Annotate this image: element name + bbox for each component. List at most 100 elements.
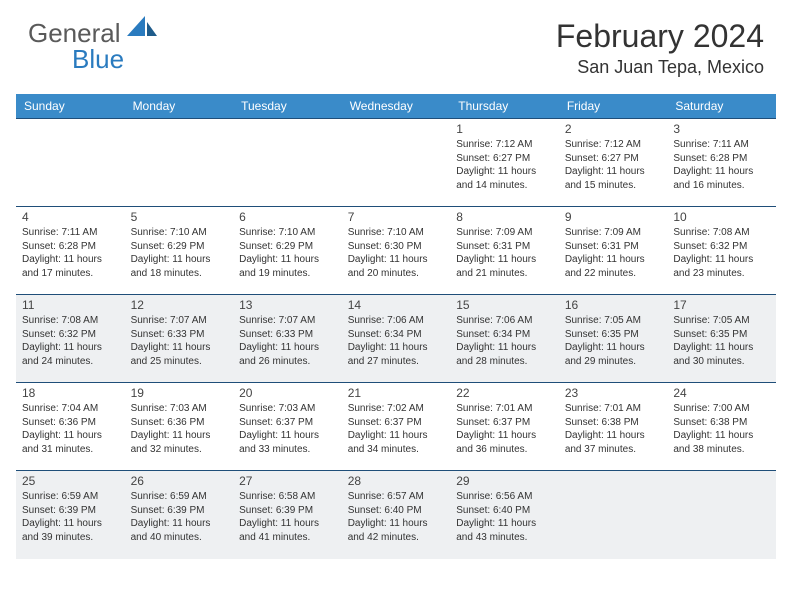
title-block: February 2024 San Juan Tepa, Mexico	[556, 18, 764, 78]
calendar-table: Sunday Monday Tuesday Wednesday Thursday…	[16, 94, 776, 559]
day-number: 14	[348, 298, 445, 312]
day-info: Sunrise: 7:09 AMSunset: 6:31 PMDaylight:…	[456, 226, 553, 280]
calendar-cell: 21Sunrise: 7:02 AMSunset: 6:37 PMDayligh…	[342, 383, 451, 471]
daylight-text: Daylight: 11 hours and 41 minutes.	[239, 517, 336, 544]
day-info: Sunrise: 7:05 AMSunset: 6:35 PMDaylight:…	[673, 314, 770, 368]
day-info: Sunrise: 7:10 AMSunset: 6:29 PMDaylight:…	[239, 226, 336, 280]
day-info: Sunrise: 7:06 AMSunset: 6:34 PMDaylight:…	[348, 314, 445, 368]
day-info: Sunrise: 7:10 AMSunset: 6:29 PMDaylight:…	[131, 226, 228, 280]
day-info: Sunrise: 7:10 AMSunset: 6:30 PMDaylight:…	[348, 226, 445, 280]
sunset-text: Sunset: 6:36 PM	[22, 416, 119, 430]
calendar-cell: 8Sunrise: 7:09 AMSunset: 6:31 PMDaylight…	[450, 207, 559, 295]
sunrise-text: Sunrise: 7:03 AM	[131, 402, 228, 416]
day-number: 17	[673, 298, 770, 312]
day-info: Sunrise: 7:02 AMSunset: 6:37 PMDaylight:…	[348, 402, 445, 456]
page-title: February 2024	[556, 18, 764, 55]
day-number: 5	[131, 210, 228, 224]
day-of-week-row: Sunday Monday Tuesday Wednesday Thursday…	[16, 94, 776, 119]
daylight-text: Daylight: 11 hours and 38 minutes.	[673, 429, 770, 456]
calendar-cell: 19 Sunrise: 7:03 AMSunset: 6:36 PMDayligh…	[125, 383, 234, 471]
daylight-text: Daylight: 11 hours and 40 minutes.	[131, 517, 228, 544]
daylight-text: Daylight: 11 hours and 37 minutes.	[565, 429, 662, 456]
calendar-cell	[342, 119, 451, 207]
calendar-week-row: 11Sunrise: 7:08 AMSunset: 6:32 PMDayligh…	[16, 295, 776, 383]
day-number: 23	[565, 386, 662, 400]
sunrise-text: Sunrise: 7:06 AM	[348, 314, 445, 328]
day-info: Sunrise: 6:58 AMSunset: 6:39 PMDaylight:…	[239, 490, 336, 544]
sunset-text: Sunset: 6:28 PM	[22, 240, 119, 254]
daylight-text: Daylight: 11 hours and 15 minutes.	[565, 165, 662, 192]
day-info: Sunrise: 7:03 AMSunset: 6:36 PMDaylight:…	[131, 402, 228, 456]
calendar-cell	[16, 119, 125, 207]
daylight-text: Daylight: 11 hours and 19 minutes.	[239, 253, 336, 280]
daylight-text: Daylight: 11 hours and 31 minutes.	[22, 429, 119, 456]
day-number: 10	[673, 210, 770, 224]
sunrise-text: Sunrise: 7:10 AM	[348, 226, 445, 240]
daylight-text: Daylight: 11 hours and 20 minutes.	[348, 253, 445, 280]
daylight-text: Daylight: 11 hours and 23 minutes.	[673, 253, 770, 280]
sunset-text: Sunset: 6:40 PM	[348, 504, 445, 518]
sunset-text: Sunset: 6:29 PM	[131, 240, 228, 254]
sunset-text: Sunset: 6:31 PM	[565, 240, 662, 254]
day-info: Sunrise: 7:11 AMSunset: 6:28 PMDaylight:…	[22, 226, 119, 280]
daylight-text: Daylight: 11 hours and 22 minutes.	[565, 253, 662, 280]
day-info: Sunrise: 7:01 AMSunset: 6:38 PMDaylight:…	[565, 402, 662, 456]
day-info: Sunrise: 7:09 AMSunset: 6:31 PMDaylight:…	[565, 226, 662, 280]
day-info: Sunrise: 7:08 AMSunset: 6:32 PMDaylight:…	[673, 226, 770, 280]
calendar-cell	[125, 119, 234, 207]
day-number: 2	[565, 122, 662, 136]
sunrise-text: Sunrise: 6:58 AM	[239, 490, 336, 504]
sunrise-text: Sunrise: 7:11 AM	[673, 138, 770, 152]
daylight-text: Daylight: 11 hours and 21 minutes.	[456, 253, 553, 280]
day-number: 25	[22, 474, 119, 488]
daylight-text: Daylight: 11 hours and 39 minutes.	[22, 517, 119, 544]
calendar-cell: 29Sunrise: 6:56 AMSunset: 6:40 PMDayligh…	[450, 471, 559, 559]
daylight-text: Daylight: 11 hours and 32 minutes.	[131, 429, 228, 456]
daylight-text: Daylight: 11 hours and 14 minutes.	[456, 165, 553, 192]
day-info: Sunrise: 7:12 AMSunset: 6:27 PMDaylight:…	[456, 138, 553, 192]
sunset-text: Sunset: 6:39 PM	[22, 504, 119, 518]
calendar-cell: 25Sunrise: 6:59 AMSunset: 6:39 PMDayligh…	[16, 471, 125, 559]
calendar-week-row: 18Sunrise: 7:04 AMSunset: 6:36 PMDayligh…	[16, 383, 776, 471]
calendar-cell: 26Sunrise: 6:59 AMSunset: 6:39 PMDayligh…	[125, 471, 234, 559]
calendar-week-row: 25 Sunrise: 6:59 AMSunset: 6:39 PMDayligh…	[16, 471, 776, 559]
daylight-text: Daylight: 11 hours and 28 minutes.	[456, 341, 553, 368]
sunrise-text: Sunrise: 7:09 AM	[456, 226, 553, 240]
sunrise-text: Sunrise: 7:12 AM	[565, 138, 662, 152]
sunrise-text: Sunrise: 7:03 AM	[239, 402, 336, 416]
day-number: 29	[456, 474, 553, 488]
calendar-cell: 5 Sunrise: 7:10 AMSunset: 6:29 PMDaylight…	[125, 207, 234, 295]
calendar-cell: 12Sunrise: 7:07 AMSunset: 6:33 PMDayligh…	[125, 295, 234, 383]
day-number: 27	[239, 474, 336, 488]
daylight-text: Daylight: 11 hours and 42 minutes.	[348, 517, 445, 544]
daylight-text: Daylight: 11 hours and 17 minutes.	[22, 253, 119, 280]
calendar-cell: 22Sunrise: 7:01 AMSunset: 6:37 PMDayligh…	[450, 383, 559, 471]
location-label: San Juan Tepa, Mexico	[556, 57, 764, 78]
daylight-text: Daylight: 11 hours and 34 minutes.	[348, 429, 445, 456]
calendar-cell: 1Sunrise: 7:12 AMSunset: 6:27 PMDaylight…	[450, 119, 559, 207]
sunset-text: Sunset: 6:30 PM	[348, 240, 445, 254]
calendar-cell: 17 Sunrise: 7:05 AMSunset: 6:35 PMDayligh…	[667, 295, 776, 383]
day-number: 11	[22, 298, 119, 312]
sunrise-text: Sunrise: 7:09 AM	[565, 226, 662, 240]
sunset-text: Sunset: 6:39 PM	[239, 504, 336, 518]
calendar-cell: 3Sunrise: 7:11 AMSunset: 6:28 PMDaylight…	[667, 119, 776, 207]
dow-sunday: Sunday	[16, 94, 125, 119]
day-number: 9	[565, 210, 662, 224]
sunset-text: Sunset: 6:37 PM	[456, 416, 553, 430]
sunset-text: Sunset: 6:37 PM	[239, 416, 336, 430]
day-number: 24	[673, 386, 770, 400]
sunset-text: Sunset: 6:31 PM	[456, 240, 553, 254]
sunset-text: Sunset: 6:35 PM	[673, 328, 770, 342]
day-number: 19	[131, 386, 228, 400]
calendar-cell: 7Sunrise: 7:10 AMSunset: 6:30 PMDaylight…	[342, 207, 451, 295]
sunrise-text: Sunrise: 7:01 AM	[456, 402, 553, 416]
day-number: 18	[22, 386, 119, 400]
day-info: Sunrise: 7:06 AMSunset: 6:34 PMDaylight:…	[456, 314, 553, 368]
sunset-text: Sunset: 6:33 PM	[239, 328, 336, 342]
sunset-text: Sunset: 6:37 PM	[348, 416, 445, 430]
sunset-text: Sunset: 6:27 PM	[456, 152, 553, 166]
daylight-text: Daylight: 11 hours and 16 minutes.	[673, 165, 770, 192]
day-info: Sunrise: 6:59 AMSunset: 6:39 PMDaylight:…	[131, 490, 228, 544]
sunrise-text: Sunrise: 7:00 AM	[673, 402, 770, 416]
